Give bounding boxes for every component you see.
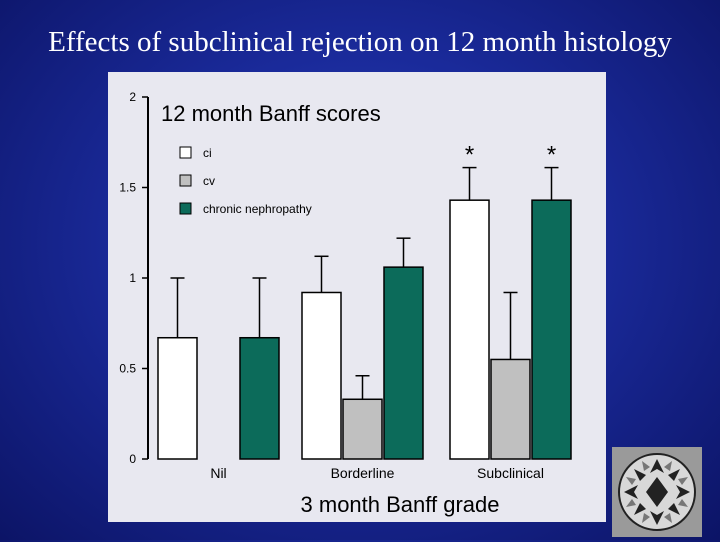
chart-panel: 0 0.5 1 1.5 2 Nil Borderline Subclinical * * 12 m…: [108, 72, 606, 522]
legend-label: cv: [203, 174, 215, 188]
legend-label: ci: [203, 146, 212, 160]
bar-ci-subclinical: [449, 199, 490, 460]
bar-ci-borderline: [301, 291, 342, 460]
y-tick-label: 2: [129, 90, 136, 104]
x-tick-label: Borderline: [331, 465, 395, 481]
chart-title: 12 month Banff scores: [161, 101, 381, 126]
legend-swatch-cv: [179, 174, 192, 187]
bar-ci-nil: [157, 336, 198, 460]
escher-circle-limit-icon: [612, 447, 702, 537]
escher-circle-limit-image: [612, 447, 702, 537]
y-tick-label: 0: [129, 452, 136, 466]
legend-swatch-ci: [179, 146, 192, 159]
slide-title: Effects of subclinical rejection on 12 m…: [48, 26, 672, 58]
bar-chronic-nephropathy-subclinical: [531, 199, 572, 460]
bar-chart: 0 0.5 1 1.5 2 Nil Borderline Subclinical * * 12 m…: [119, 90, 572, 517]
legend-swatch-chronic-nephropathy: [179, 202, 192, 215]
x-axis-title: 3 month Banff grade: [301, 492, 500, 517]
significance-asterisk: *: [547, 142, 556, 169]
x-tick-label: Nil: [210, 465, 226, 481]
bar-chronic-nephropathy-borderline: [383, 266, 424, 460]
bar-chronic-nephropathy-nil: [239, 336, 280, 460]
significance-asterisk: *: [465, 142, 474, 169]
bar-cv-borderline: [342, 398, 383, 460]
y-tick-label: 0.5: [119, 362, 136, 376]
bar-cv-subclinical: [490, 358, 531, 460]
y-tick-label: 1.5: [119, 181, 136, 195]
x-tick-label: Subclinical: [477, 465, 544, 481]
y-tick-label: 1: [129, 271, 136, 285]
legend-label: chronic nephropathy: [203, 202, 312, 216]
